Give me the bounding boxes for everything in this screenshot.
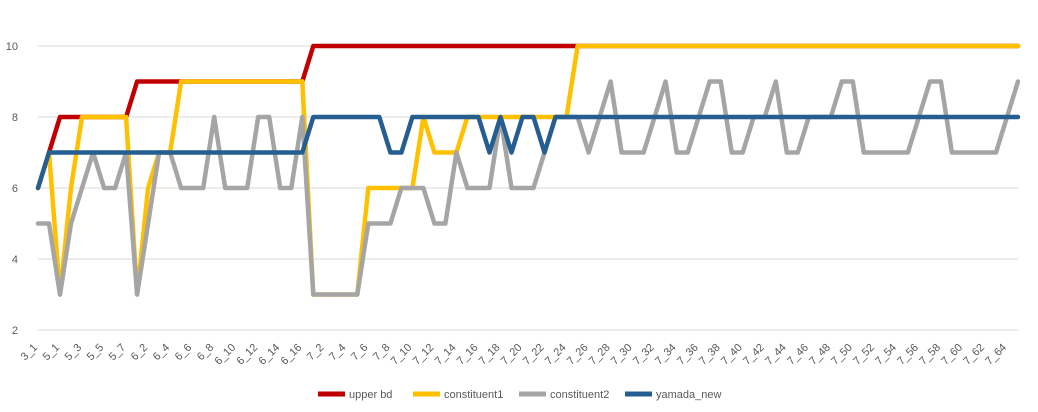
x-tick-label: 6_6 [173,342,194,363]
x-tick-label: 6_14 [257,342,283,368]
y-tick-label: 8 [12,112,18,124]
series-line-yamada-new [35,114,1021,191]
x-tick-label: 7_52 [851,342,877,368]
x-tick-label: 7_2 [305,342,326,363]
y-tick-label: 6 [12,183,18,195]
x-tick-label: 5_5 [85,342,106,363]
y-axis: 2 4 6 8 10 [6,41,18,337]
x-tick-label: 7_58 [917,342,943,368]
x-tick-label: 7_62 [961,342,987,368]
series-lines [35,43,1021,297]
x-tick-label: 7_4 [327,342,348,363]
x-tick-label: 7_30 [609,342,635,368]
x-tick-label: 7_16 [455,342,481,368]
x-tick-label: 7_54 [873,342,899,368]
x-tick-label: 5_3 [63,342,84,363]
x-tick-label: 5_1 [41,342,62,363]
x-tick-label: 7_64 [983,342,1009,368]
x-tick-label: 7_24 [543,342,569,368]
legend-label: constituent1 [444,389,503,401]
x-tick-label: 7_44 [763,342,789,368]
x-tick-label: 7_32 [631,342,657,368]
x-tick-label: 3_1 [19,342,40,363]
x-tick-label: 6_12 [235,342,261,368]
x-tick-label: 7_50 [829,342,855,368]
y-tick-label: 4 [12,254,18,266]
x-axis: 3_1 5_1 5_3 5_5 5_7 6_2 6_4 6_6 6_86_106_126_146… [19,342,1009,368]
legend-label: yamada_new [656,389,721,401]
y-tick-label: 10 [6,41,18,53]
legend-label: upper bd [349,389,392,401]
x-tick-label: 7_18 [477,342,503,368]
x-tick-label: 7_56 [895,342,921,368]
legend-label: constituent2 [550,389,609,401]
x-tick-label: 7_6 [349,342,370,363]
x-tick-label: 7_10 [389,342,415,368]
y-tick-label: 2 [12,325,18,337]
x-tick-label: 6_16 [279,342,305,368]
x-tick-label: 5_7 [107,342,128,363]
x-tick-label: 7_60 [939,342,965,368]
x-tick-label: 7_28 [587,342,613,368]
series-line-constituent2 [35,79,1021,297]
x-tick-label: 6_10 [213,342,239,368]
x-tick-label: 7_12 [411,342,437,368]
x-tick-label: 7_20 [499,342,525,368]
x-tick-label: 7_40 [719,342,745,368]
x-tick-label: 7_42 [741,342,767,368]
legend: upper bd constituent1 constituent2 yamada_n… [318,389,721,401]
x-tick-label: 7_26 [565,342,591,368]
x-tick-label: 7_22 [521,342,547,368]
x-tick-label: 7_38 [697,342,723,368]
x-tick-label: 7_36 [675,342,701,368]
x-tick-label: 6_2 [129,342,150,363]
series-line-constituent1 [35,43,1021,297]
x-tick-label: 7_14 [433,342,459,368]
x-tick-label: 7_48 [807,342,833,368]
x-tick-label: 7_46 [785,342,811,368]
x-tick-label: 7_34 [653,342,679,368]
x-tick-label: 6_4 [151,342,172,363]
